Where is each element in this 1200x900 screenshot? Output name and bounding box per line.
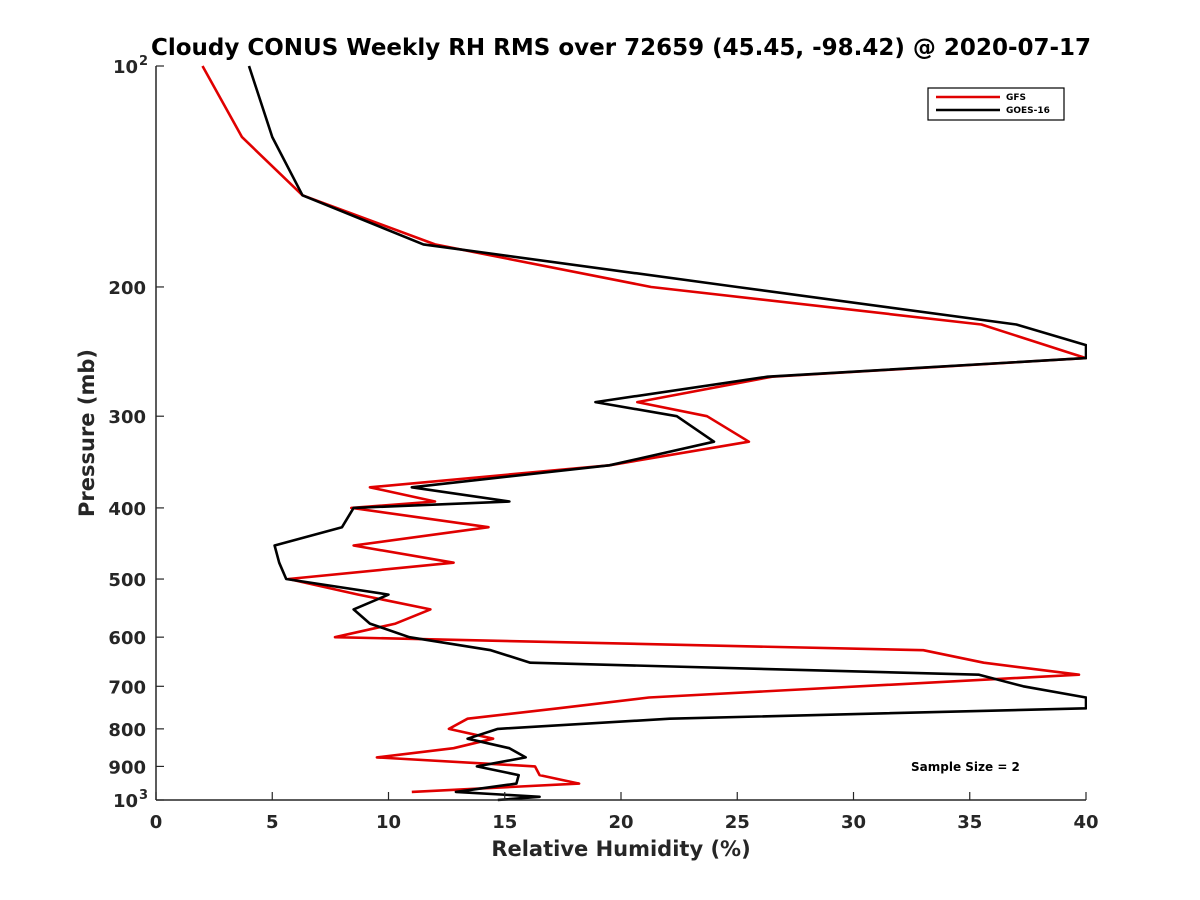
x-tick-label: 40 <box>1073 812 1098 833</box>
y-tick-label: 500 <box>108 570 146 591</box>
x-tick-label: 10 <box>376 812 401 833</box>
y-tick-label: 800 <box>108 720 146 741</box>
series-line-goes16 <box>247 65 1087 802</box>
x-tick-label: 30 <box>841 812 866 833</box>
y-tick-label: 10 <box>113 791 138 812</box>
x-tick-label: 5 <box>266 812 279 833</box>
series-layer <box>201 65 1087 802</box>
y-axis-label: Pressure (mb) <box>75 349 99 517</box>
y-tick-exponent: 2 <box>139 54 148 69</box>
y-tick-label: 600 <box>108 628 146 649</box>
x-axis-label: Relative Humidity (%) <box>491 837 750 861</box>
y-tick-label: 200 <box>108 278 146 299</box>
legend-label-gfs: GFS <box>1006 93 1026 103</box>
plot-background <box>156 66 1086 800</box>
x-tick-label: 25 <box>725 812 750 833</box>
x-tick-label: 15 <box>492 812 517 833</box>
y-tick-label: 900 <box>108 757 146 778</box>
y-tick-label: 10 <box>113 57 138 78</box>
x-tick-label: 0 <box>150 812 163 833</box>
legend-box <box>927 87 1065 121</box>
x-tick-label: 35 <box>957 812 982 833</box>
legend: GFS GOES-16 <box>927 87 1065 121</box>
x-tick-label: 20 <box>608 812 633 833</box>
sample-size-annotation: Sample Size = 2 <box>911 760 1020 774</box>
legend-label-goes16: GOES-16 <box>1006 106 1050 116</box>
plot-area: 0 5 10 15 20 25 30 35 40 10 220030040050060070080… <box>108 54 1098 833</box>
chart-title: Cloudy CONUS Weekly RH RMS over 72659 (4… <box>151 35 1091 61</box>
y-tick-exponent: 3 <box>139 788 148 803</box>
y-tick-label: 400 <box>108 499 146 520</box>
y-tick-label: 300 <box>108 407 146 428</box>
y-tick-label: 700 <box>108 677 146 698</box>
x-axis-ticks: 0 5 10 15 20 25 30 35 40 <box>150 792 1099 833</box>
